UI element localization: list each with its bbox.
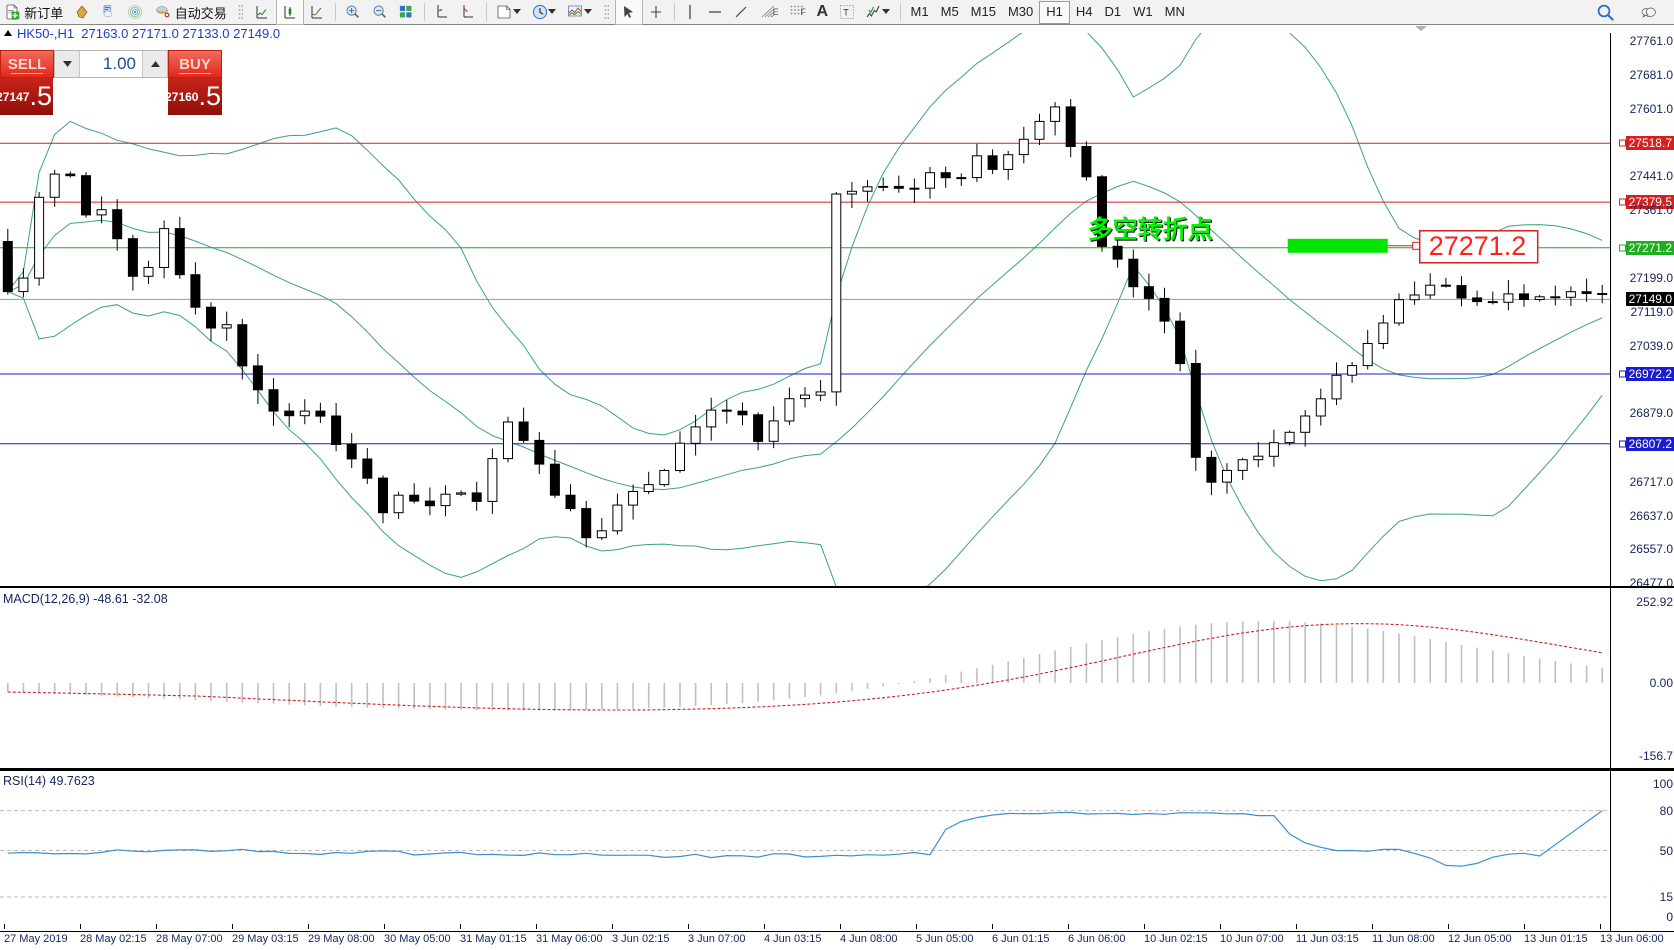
svg-text:27271.2: 27271.2 <box>1429 231 1527 261</box>
svg-text:多空转折点: 多空转折点 <box>1088 215 1213 244</box>
svg-text:T: T <box>843 8 849 18</box>
